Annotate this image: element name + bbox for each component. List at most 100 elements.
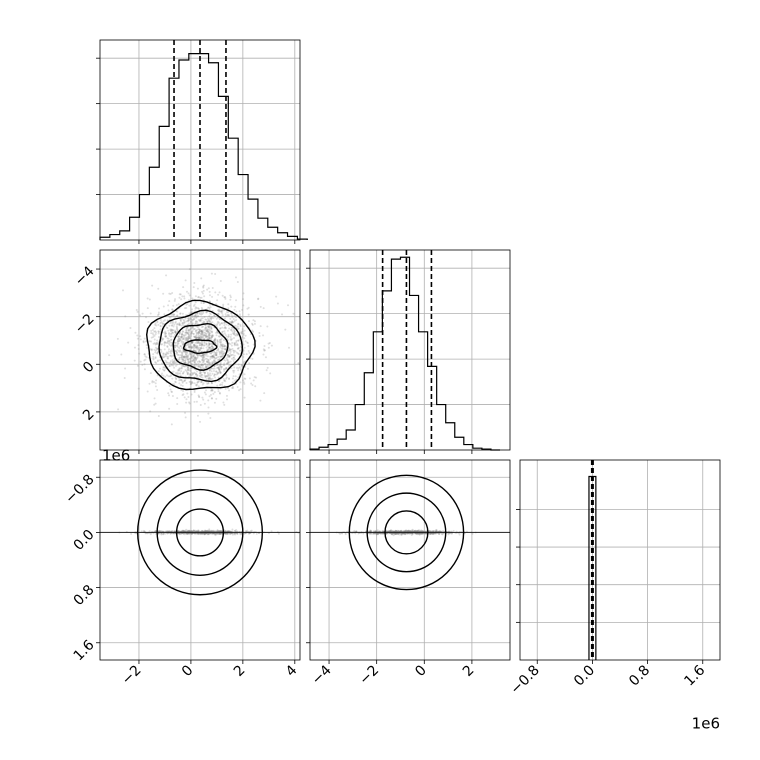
joint-0-1-point [218,317,221,320]
joint-0-1-point [186,339,189,342]
joint-0-1-point [198,344,201,347]
joint-0-1-point [230,353,233,356]
joint-0-1-point [196,336,199,339]
joint-0-1-point [185,365,188,368]
joint-0-1-point [179,356,182,359]
joint-0-1-point [193,343,196,346]
joint-0-1-point [171,320,174,323]
joint-0-1-point [225,367,228,370]
joint-0-1-point [168,324,171,327]
joint-0-1-point [233,332,236,335]
joint-0-1-point [187,333,190,336]
joint-0-2-point [182,529,185,532]
joint-0-1-point [153,403,156,406]
joint-0-1-point [155,343,158,346]
joint-0-1-point [164,333,167,336]
joint-1-2-point [402,532,405,535]
joint-0-1-point [219,392,222,395]
joint-0-1-point [240,331,243,334]
joint-1-2-point [374,530,377,533]
joint-0-1-point [233,366,236,369]
joint-0-1-point [200,331,203,334]
joint-0-1-point [192,343,195,346]
joint-0-1-point [211,361,214,364]
joint-0-1-point [191,357,194,360]
joint-0-1-point [225,367,228,370]
joint-0-1-point [226,314,229,317]
joint-1-2-point [411,528,414,531]
joint-0-1-point [198,328,201,331]
joint-0-1-point [153,327,156,330]
joint-0-1-point [201,332,204,335]
joint-0-1-point [145,344,148,347]
joint-0-1-point [184,333,187,336]
joint-0-2-point [198,532,201,535]
joint-0-1-point [201,332,204,335]
joint-0-1-point [222,353,225,356]
joint-0-1-point [157,287,160,290]
hist-1-steps [309,256,500,451]
joint-0-2-point [201,532,204,535]
joint-1-2-point [391,533,394,536]
joint-0-1-point [198,396,201,399]
joint-0-1-point [202,359,205,362]
joint-0-1-point [186,358,189,361]
joint-0-2-point [207,533,210,536]
joint-0-1-point [219,327,222,330]
joint-1-2-xtick-label-2: 0 [412,662,430,680]
joint-0-1-point [184,331,187,334]
joint-0-1-point [173,329,176,332]
joint-0-1-point [237,327,240,330]
joint-0-1-point [232,375,235,378]
joint-0-1-point [211,355,214,358]
joint-0-1-point [150,340,153,343]
joint-0-1-point [164,341,167,344]
joint-0-1-point [251,323,254,326]
joint-0-1-point [216,371,219,374]
joint-0-1-point [156,347,159,350]
joint-0-1-point [229,350,232,353]
joint-0-1-point [218,341,221,344]
joint-0-1-point [186,368,189,371]
joint-0-1-point [218,379,221,382]
joint-0-1-point [187,333,190,336]
joint-0-1-point [175,378,178,381]
joint-0-1-point [170,315,173,318]
joint-0-2-point [203,532,206,535]
joint-0-1-point [183,297,186,300]
joint-0-1-point [219,383,222,386]
joint-0-1-point [221,345,224,348]
joint-0-1-point [195,316,198,319]
joint-0-1-point [230,321,233,324]
joint-0-2-point [160,532,163,535]
joint-0-1-point [193,344,196,347]
joint-0-1-point [138,352,141,355]
joint-0-2-point [226,532,229,535]
joint-0-1-point [156,339,159,342]
joint-1-2-point [399,529,402,532]
joint-0-1-point [196,374,199,377]
joint-0-1-point [242,333,245,336]
joint-0-1-point [211,295,214,298]
joint-0-1-point [225,394,228,397]
joint-0-1-point [170,390,173,393]
joint-0-1-point [184,279,187,282]
joint-0-1-point [149,372,152,375]
joint-0-1-point [182,330,185,333]
joint-0-1-point [185,355,188,358]
joint-0-1-point [204,327,207,330]
joint-0-1-point [196,315,199,318]
joint-0-1-point [178,323,181,326]
joint-0-1-point [196,353,199,356]
joint-0-1-point [215,373,218,376]
joint-0-1-point [181,360,184,363]
joint-0-1-point [182,343,185,346]
joint-1-2-point [411,533,414,536]
joint-0-1-point [190,362,193,365]
joint-0-1-point [199,348,202,351]
joint-0-1-point [205,334,208,337]
joint-0-1-point [152,358,155,361]
joint-0-1-point [134,331,137,334]
joint-0-1-point [199,320,202,323]
joint-0-1-point [187,337,190,340]
